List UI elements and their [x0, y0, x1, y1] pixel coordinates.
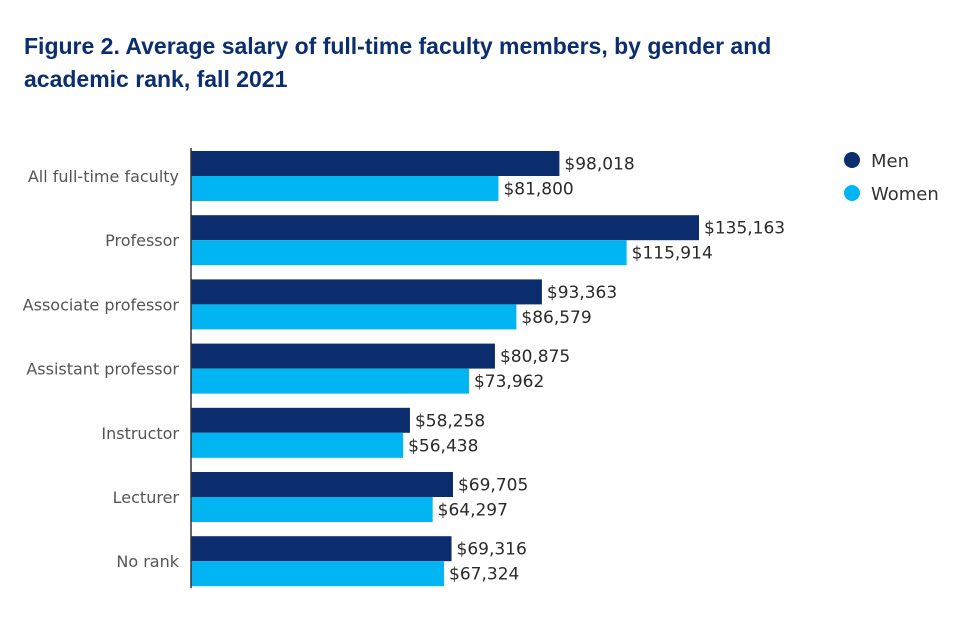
data-label: $115,914 [632, 244, 713, 264]
category-label: No rank [116, 552, 179, 571]
chart-title-line-2: academic rank, fall 2021 [24, 66, 288, 92]
bar-group: $135,163 $115,914 [191, 215, 785, 266]
data-label: $64,297 [438, 501, 508, 521]
category-label: Professor [105, 231, 179, 250]
legend-marker-men [844, 152, 860, 168]
legend-marker-women [844, 185, 860, 201]
bar-women [191, 304, 517, 330]
bar-men [191, 407, 410, 433]
bar-group: $98,018 $81,800 [191, 151, 635, 201]
bar-women [191, 176, 499, 201]
data-label: $69,705 [458, 476, 528, 496]
chart-title-line-1: Figure 2. Average salary of full-time fa… [24, 33, 772, 59]
bar-men [191, 215, 699, 241]
category-label: All full-time faculty [28, 167, 179, 186]
category-label: Instructor [101, 424, 179, 443]
data-label: $80,875 [500, 347, 570, 367]
data-label: $58,258 [415, 411, 485, 431]
bar-men [191, 343, 495, 369]
category-label: Assistant professor [26, 360, 179, 379]
data-label: $67,324 [449, 565, 519, 585]
bar-women [191, 368, 469, 394]
category-label: Associate professor [23, 295, 180, 314]
bar-women [191, 240, 627, 266]
data-label: $73,962 [474, 372, 544, 392]
data-label: $81,800 [503, 180, 573, 200]
bar-group: $58,258 $56,438 [191, 407, 485, 458]
bar-women [191, 561, 445, 587]
data-label: $56,438 [408, 436, 478, 456]
bar-men [191, 536, 452, 562]
category-label: Lecturer [113, 488, 180, 507]
data-label: $98,018 [564, 155, 634, 175]
legend-label-men: Men [871, 151, 909, 172]
bar-men [191, 472, 453, 497]
data-label: $86,579 [521, 308, 591, 328]
bar-group: $69,705 $64,297 [191, 472, 528, 522]
data-label: $69,316 [457, 540, 527, 560]
bar-group: $69,316 $67,324 [191, 536, 527, 587]
bar-men [191, 151, 560, 176]
data-label: $93,363 [547, 283, 617, 303]
data-label: $135,163 [704, 219, 785, 239]
chart-title: Figure 2. Average salary of full-time fa… [24, 30, 924, 96]
legend-label-women: Women [871, 184, 939, 205]
bar-women [191, 497, 433, 522]
bar-women [191, 432, 404, 458]
legend: Men Women [844, 151, 939, 205]
bar-men [191, 279, 542, 305]
bar-group: $80,875 $73,962 [191, 343, 570, 394]
bar-group: $93,363 $86,579 [191, 279, 617, 330]
